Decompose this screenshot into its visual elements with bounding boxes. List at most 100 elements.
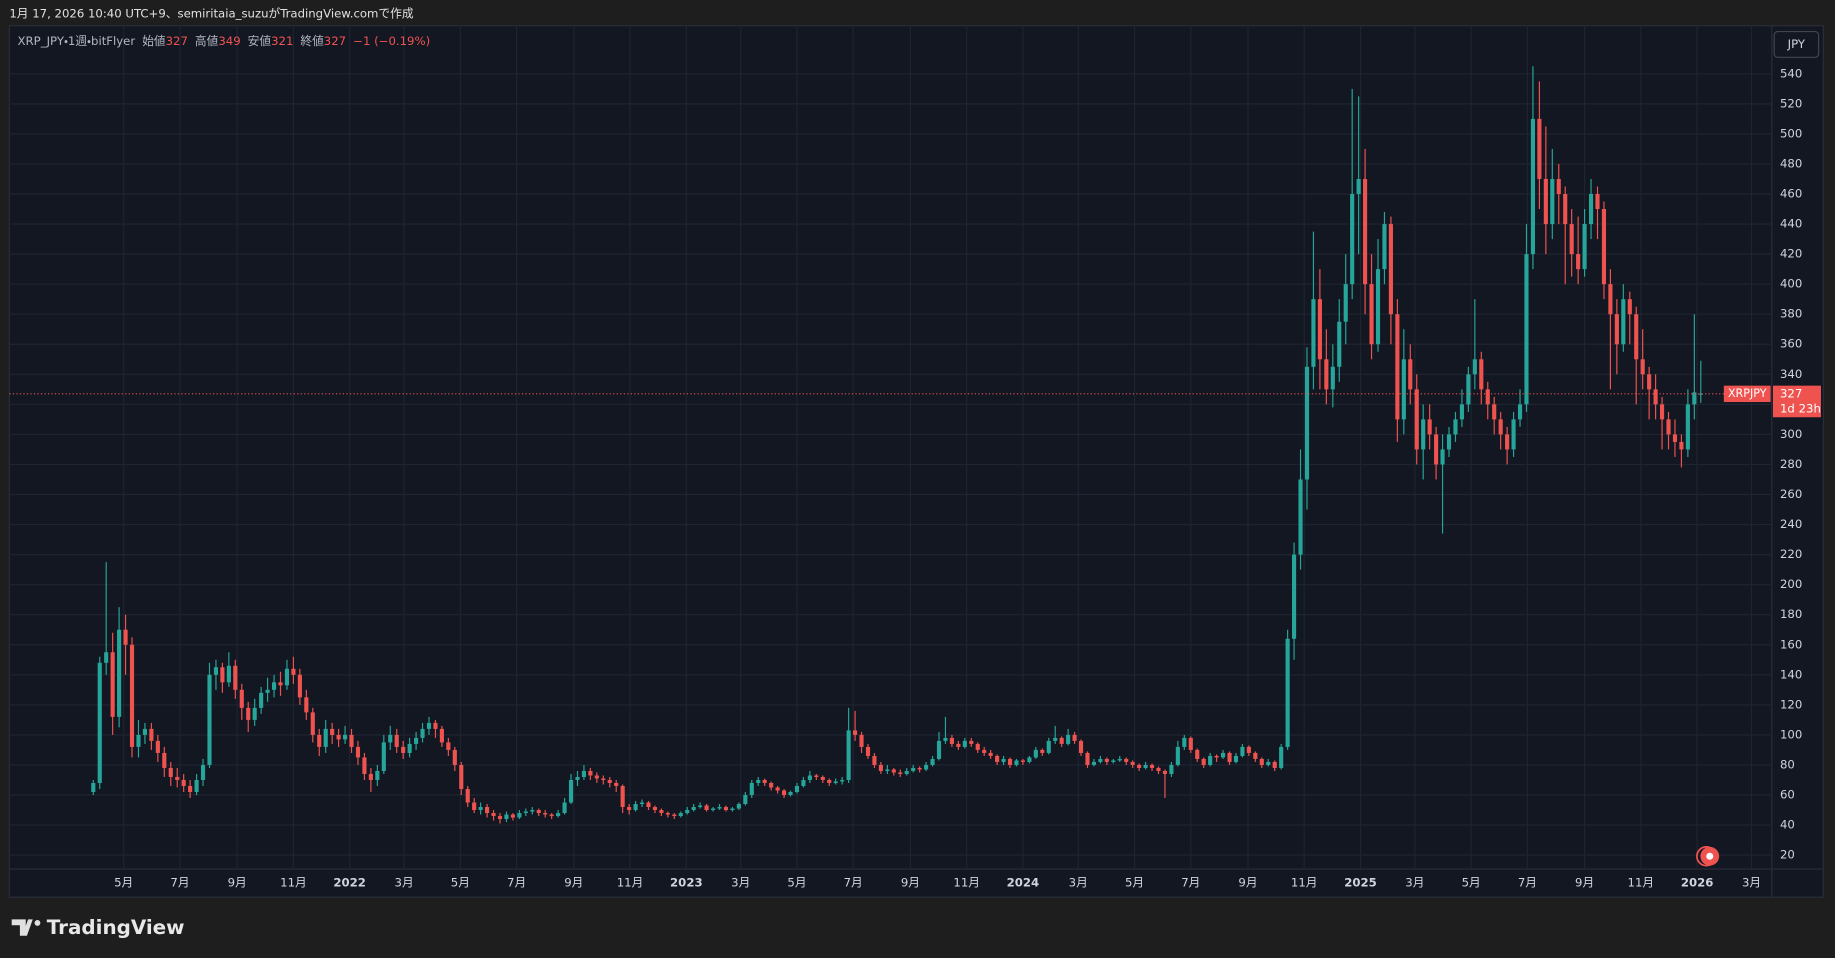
legend-field-label: 終値 [300,33,324,47]
candle-body [517,813,522,818]
candle-body [129,644,135,747]
candle-body [510,814,515,818]
candle-body [995,755,1000,762]
candle-body [1253,752,1258,759]
candle-body [865,746,871,756]
credit: 1月 17, 2026 10:40 UTC+9、semiritaia_suzuが… [9,7,413,21]
candle-body [433,722,438,729]
y-tick-label: 300 [1780,427,1802,441]
candle-body [123,629,128,645]
candle-body [271,682,277,690]
x-tick-label: 5月 [114,876,133,890]
candle-body [924,764,929,770]
candle-body [207,674,212,765]
candle-body [1440,449,1445,465]
y-tick-label: 60 [1780,788,1795,802]
candle-body [1576,254,1581,270]
candle-body [749,782,754,796]
candle-body [872,755,877,765]
candle-body [769,782,774,788]
candle-body [1040,749,1045,753]
currency-button[interactable] [1773,30,1820,58]
x-tick-label: 9月 [901,876,920,890]
candle-body [1085,752,1090,765]
x-tick-label: 11月 [953,876,980,890]
x-tick-label: 9月 [1575,876,1594,890]
candle-body [233,665,238,690]
candle-body [1298,479,1303,555]
candle-body [1162,770,1168,774]
currency[interactable]: JPY [1787,37,1806,51]
candle-body [1059,737,1064,744]
candle-body [1672,434,1678,442]
candle-body [1020,760,1025,762]
candle-body [1292,554,1297,639]
candle-body [1066,734,1071,744]
x-tick-label: 5月 [1125,876,1144,890]
y-tick-label: 480 [1780,156,1802,170]
candle-body [975,743,980,750]
candle-body [704,805,709,811]
candle-body [1343,284,1348,322]
candle-body [853,730,858,735]
candle-body [1356,178,1361,195]
candle-body [1601,209,1607,285]
logo: TradingView [11,916,185,939]
candle-body [562,802,567,814]
candle-body [627,807,632,811]
candle-body [491,813,496,817]
y-tick-label: 80 [1780,757,1795,771]
candle-body [898,772,903,774]
candle-body [1498,419,1503,435]
candle-body [594,775,599,779]
candle-body [1666,419,1671,435]
candle-body [1505,434,1510,450]
candle-body [1388,224,1393,315]
candle-body [698,805,703,808]
legend-field-label: 高値 [195,33,219,47]
candle-body [414,737,419,744]
legend-change: −1 (−0.19%) [353,33,430,47]
candle-body [1104,758,1109,762]
candle-body [1304,366,1310,480]
candle-body [304,697,309,713]
icon-center[interactable] [1706,852,1714,860]
candle-body [1485,389,1490,405]
y-tick-label: 280 [1780,457,1802,471]
candle-body [949,737,954,744]
candle-body [439,728,444,743]
candle-body [530,810,535,812]
legend-field-value: 321 [271,33,293,47]
candle-body [1479,359,1484,390]
candle-body [1175,746,1180,765]
x-tick-label: 3月 [1405,876,1424,890]
candle-body [743,795,748,805]
candle-body [504,814,509,820]
candle-body [620,785,625,808]
y-tick-label: 540 [1780,66,1802,80]
candle-body [1382,224,1387,270]
candle-body [472,802,477,811]
y-tick-label: 100 [1780,727,1802,741]
candle-body [1072,734,1077,741]
candle-body [730,808,735,811]
x-tick-label: 9月 [228,876,247,890]
candle-body [536,810,541,814]
goto-icon[interactable] [1696,845,1720,867]
candle-body [1195,749,1200,759]
candle-body [278,682,283,686]
candle-body [762,779,767,783]
candle-body [678,813,683,817]
candle-body [142,728,148,735]
x-tick-label: 5月 [787,876,806,890]
candle-body [1408,359,1413,390]
candle-body [1569,224,1574,255]
candle-body [659,810,664,814]
legend-symbol: XRP_JPY・1週・bitFlyer [18,33,136,47]
candle-body [368,773,373,780]
candle-body [827,779,832,783]
candle-body [1427,419,1432,435]
candle-body [840,779,845,782]
candle-body [265,689,270,693]
